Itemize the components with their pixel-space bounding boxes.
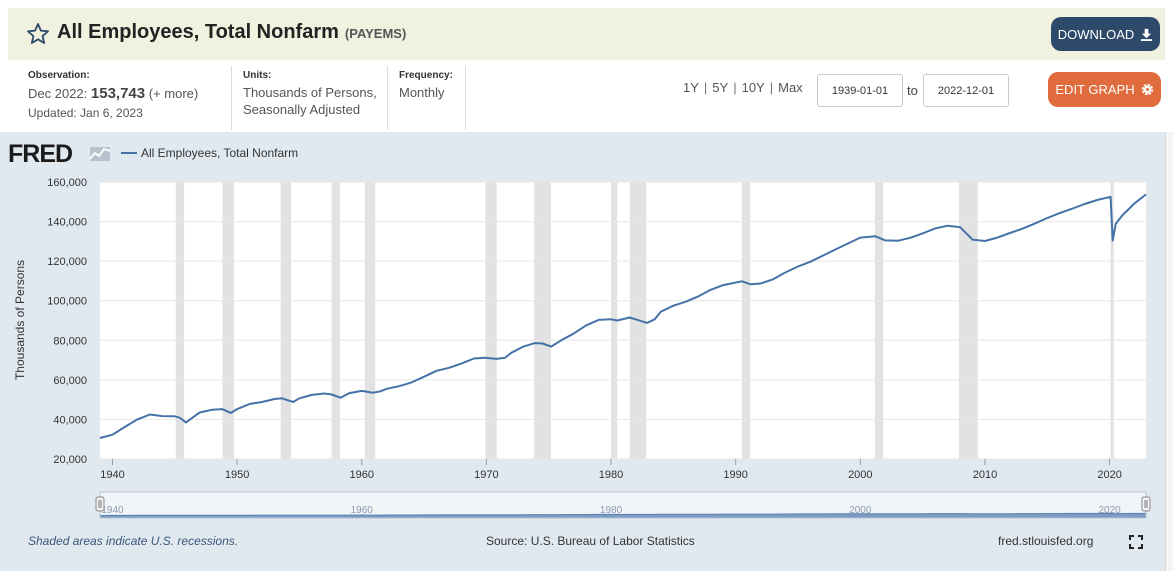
- observation-label: Observation:: [28, 70, 90, 81]
- x-tick-label: 1940: [100, 469, 124, 481]
- meta-divider: [231, 66, 232, 130]
- navigator-handle-left[interactable]: [95, 496, 105, 512]
- edit-graph-button[interactable]: EDIT GRAPH: [1048, 72, 1161, 107]
- meta-divider: [387, 66, 388, 130]
- download-label: DOWNLOAD: [1057, 26, 1135, 42]
- x-tick-label: 2010: [973, 469, 997, 481]
- observation-value: 153,743: [90, 85, 146, 102]
- observation-line: Dec 2022: 153,743 (+ more): [28, 85, 198, 102]
- navigator-handle-right[interactable]: [1141, 496, 1151, 512]
- recession-band: [741, 182, 751, 459]
- recession-band: [534, 182, 551, 459]
- fred-logo[interactable]: FRED: [8, 140, 73, 168]
- frequency-block: Frequency: Monthly: [399, 70, 453, 100]
- range-separator: |: [733, 80, 737, 95]
- recession-band: [331, 182, 340, 459]
- y-axis-label: Thousands of Persons: [13, 260, 27, 380]
- y-tick-label: 60,000: [53, 375, 87, 387]
- x-tick-label: 2000: [848, 469, 872, 481]
- legend-label: All Employees, Total Nonfarm: [141, 146, 298, 160]
- graph-panel: FRED All Employees, Total Nonfarm 20,000…: [0, 132, 1165, 571]
- y-tick-label: 120,000: [47, 256, 87, 268]
- to-label: to: [907, 83, 918, 98]
- range-separator: |: [769, 80, 774, 95]
- range-1y[interactable]: 1Y: [683, 80, 699, 95]
- observation-more-link[interactable]: (+ more): [148, 86, 199, 101]
- recession-band: [1110, 182, 1114, 459]
- units-block: Units: Thousands of Persons, Seasonally …: [243, 70, 377, 117]
- download-icon: [1141, 28, 1153, 41]
- recession-band: [280, 182, 292, 459]
- grid-layer: [100, 181, 1146, 460]
- series-id: (PAYEMS): [344, 26, 407, 41]
- plot-area: [100, 182, 1146, 459]
- frequency-value: Monthly: [399, 85, 445, 100]
- source-note: Source: U.S. Bureau of Labor Statistics: [486, 534, 695, 548]
- page-scrollbar[interactable]: [1165, 132, 1173, 571]
- y-tick-label: 80,000: [53, 335, 87, 347]
- fred-url-link[interactable]: fred.stlouisfed.org: [998, 534, 1094, 548]
- fullscreen-icon[interactable]: [1129, 535, 1143, 549]
- navigator-label: 1980: [600, 505, 623, 516]
- y-tick-label: 40,000: [53, 414, 87, 426]
- recession-note: Shaded areas indicate U.S. recessions.: [28, 534, 239, 548]
- download-button[interactable]: DOWNLOAD: [1051, 17, 1160, 51]
- range-links: 1Y | 5Y | 10Y | Max: [683, 80, 803, 95]
- meta-divider: [465, 66, 466, 130]
- end-date-input[interactable]: [923, 74, 1009, 107]
- range-10y[interactable]: 10Y: [741, 80, 765, 95]
- x-tick-label: 1950: [225, 469, 249, 481]
- recession-band: [874, 182, 884, 459]
- y-tick-label: 20,000: [53, 454, 87, 466]
- x-tick-label: 1960: [350, 469, 374, 481]
- observation-date: Dec 2022:: [28, 86, 88, 101]
- frequency-label: Frequency:: [399, 70, 453, 81]
- series-line: [99, 193, 1147, 439]
- navigator-series-area: [99, 512, 1147, 519]
- range-5y[interactable]: 5Y: [712, 80, 729, 95]
- navigator-label: 2020: [1098, 505, 1121, 516]
- start-date-input[interactable]: [817, 74, 903, 107]
- recession-band: [175, 182, 185, 459]
- recession-band: [485, 182, 497, 459]
- units-line-2: Seasonally Adjusted: [243, 102, 361, 117]
- y-tick-label: 100,000: [47, 296, 87, 308]
- recession-band: [959, 182, 978, 459]
- recession-band: [364, 182, 376, 459]
- x-tick-label: 1970: [474, 469, 498, 481]
- units-label: Units:: [243, 70, 272, 81]
- title-bar: All Employees, Total Nonfarm (PAYEMS) DOW…: [8, 8, 1165, 60]
- x-tick-label: 1980: [599, 469, 623, 481]
- y-tick-labels: 20,000 40,000 60,000 80,000 100,000 120,000 14…: [47, 177, 87, 466]
- chart: FRED All Employees, Total Nonfarm 20,000…: [8, 140, 1151, 519]
- navigator-label: 1960: [351, 505, 374, 516]
- x-tick-label: 2020: [1097, 469, 1121, 481]
- gear-icon: [1141, 83, 1153, 96]
- page-title: All Employees, Total Nonfarm (PAYEMS): [57, 21, 406, 44]
- edit-graph-label: EDIT GRAPH: [1055, 82, 1135, 97]
- observation-block: Observation: Dec 2022: 153,743 (+ more) …: [28, 70, 198, 120]
- star-outline-icon[interactable]: [26, 22, 50, 46]
- range-max[interactable]: Max: [778, 80, 803, 95]
- fred-logo-chart-icon: [89, 147, 111, 161]
- series-title-text: All Employees, Total Nonfarm: [57, 21, 339, 43]
- navigator-label: 1940: [101, 505, 124, 516]
- navigator-label: 2000: [849, 505, 872, 516]
- updated-date: Updated: Jan 6, 2023: [28, 106, 143, 120]
- y-tick-label: 160,000: [47, 177, 87, 189]
- y-tick-label: 140,000: [47, 217, 87, 229]
- navigator-labels: 1940 1960 1980 2000 2020: [101, 505, 1121, 516]
- x-tick-labels: 1940 1950 1960 1970 1980 1990 2000 2010 2020: [100, 459, 1122, 481]
- range-separator: |: [703, 80, 708, 95]
- x-tick-label: 1990: [723, 469, 747, 481]
- recession-band: [222, 182, 234, 459]
- units-line-1: Thousands of Persons,: [243, 85, 377, 100]
